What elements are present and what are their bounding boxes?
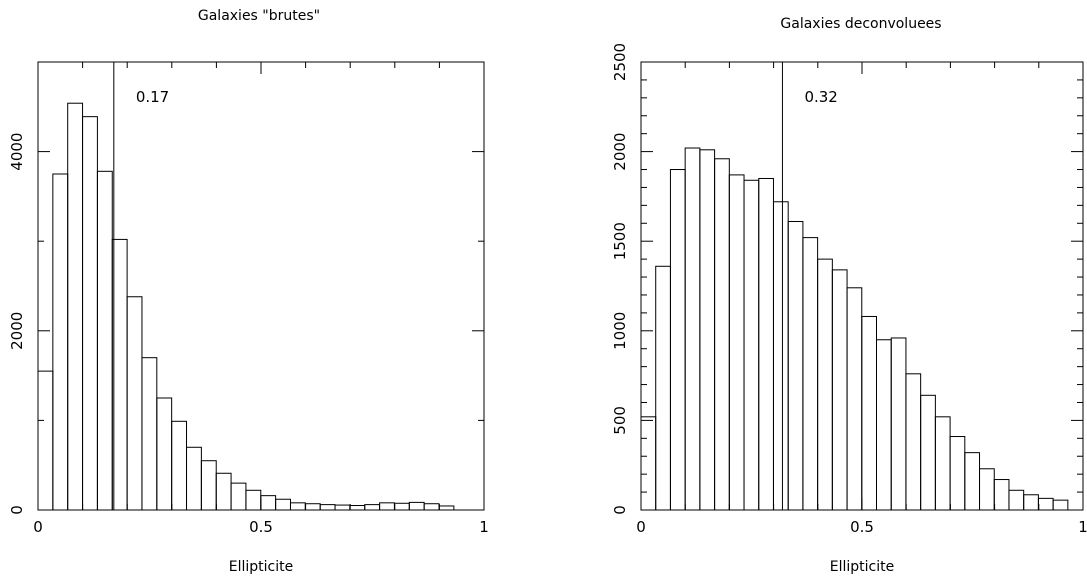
chart-left-bar [408,501,425,511]
chart-left-xtick-label: 0 [33,518,43,536]
chart-left-frame [37,61,485,511]
chart-right-bar [772,201,789,511]
chart-left-bar [52,173,69,511]
chart-right-bar [934,416,951,511]
chart-right: Galaxies deconvoluees 0.32 0 0.5 1 0 500 1000… [611,16,1087,575]
chart-left-xtick-label: 0.5 [249,518,273,536]
chart-left-bar [156,397,173,511]
chart-right-bar [1008,489,1025,511]
chart-right-bar [831,269,848,511]
chart-left-xtick-label: 1 [479,518,489,536]
chart-right-ytick-label: 2000 [611,133,629,171]
chart-left-bar [215,472,232,511]
chart-right-bar [743,179,760,511]
chart-right-bar [1052,499,1069,511]
chart-right-ticks: 0 0.5 1 0 500 1000 1500 2000 2500 [611,43,1087,536]
chart-right-ytick-label: 1500 [611,222,629,260]
chart-left-ytick-label: 4000 [8,133,26,171]
chart-right-bar [728,174,745,511]
chart-right-mean-label: 0.32 [804,88,837,106]
chart-right-ytick-label: 500 [611,406,629,435]
chart-left-bar [37,370,54,511]
chart-left-xlabel: Ellipticite [229,559,293,575]
chart-left-bar [438,505,455,511]
chart-left-bar [349,505,366,511]
chart-right-xlabel: Ellipticite [830,559,894,575]
chart-right-bars [640,147,1069,511]
chart-left-bar [171,420,188,511]
chart-right-bar [920,394,936,511]
chart-left-bar [96,170,113,511]
chart-left-title: Galaxies "brutes" [198,8,320,24]
chart-left-bar [379,502,395,511]
chart-left-bar [230,482,247,511]
chart-right-bar [1037,497,1054,511]
chart-left-ticks: 0 0.5 1 0 2000 4000 [8,61,489,536]
chart-right-bar [655,265,671,511]
chart-left-bar [334,504,351,511]
chart-left-bar [141,357,158,511]
chart-right-bar [861,315,877,511]
chart-right-bar [684,147,701,511]
chart-right-bar [905,373,922,511]
chart-left-bar [423,503,440,511]
chart-right-xtick-label: 1 [1078,518,1087,536]
chart-right-bar [714,158,730,511]
chart-right-ytick-label: 2500 [611,43,629,81]
chart-left-bar [245,489,262,511]
chart-left-bar [111,238,128,511]
chart-right-bar [846,287,863,511]
chart-left-bar [82,116,98,511]
chart-right-bar [640,416,657,511]
chart-right-bar [979,468,995,511]
chart-left-bar [393,502,410,511]
chart-right-xtick-label: 0 [636,518,646,536]
chart-right-bar [875,339,892,511]
chart-right-bar [802,237,819,511]
chart-right-bar [787,220,804,511]
chart-right-ytick-label: 0 [611,505,629,515]
chart-right-bar [993,479,1010,511]
chart-left-bar [289,502,306,511]
chart-left-bar [364,504,381,511]
chart-right-bar [758,177,774,511]
chart-left-ytick-label: 2000 [8,312,26,350]
chart-left: Galaxies "brutes" 0.17 0 0.5 1 0 2000 4000 El… [8,8,489,575]
chart-left-bar [186,446,202,511]
chart-right-ytick-label: 1000 [611,312,629,350]
chart-left-bars [37,102,455,511]
chart-left-ytick-label: 0 [8,505,26,515]
chart-right-bar [964,452,981,511]
chart-right-bar [669,169,686,511]
chart-right-xtick-label: 0.5 [850,518,874,536]
chart-left-bar [319,504,336,511]
chart-left-bar [67,102,84,511]
chart-right-title: Galaxies deconvoluees [780,16,941,32]
chart-left-bar [126,296,143,511]
chart-right-bar [699,149,716,511]
chart-left-bar [304,503,321,511]
chart-right-bar [817,258,833,511]
chart-right-bar [1023,494,1039,511]
chart-right-bar [890,337,907,511]
chart-left-bar [200,460,217,511]
chart-right-bar [949,436,966,511]
chart-left-bar [275,498,291,511]
chart-left-mean-label: 0.17 [136,88,169,106]
chart-left-bar [260,495,277,511]
